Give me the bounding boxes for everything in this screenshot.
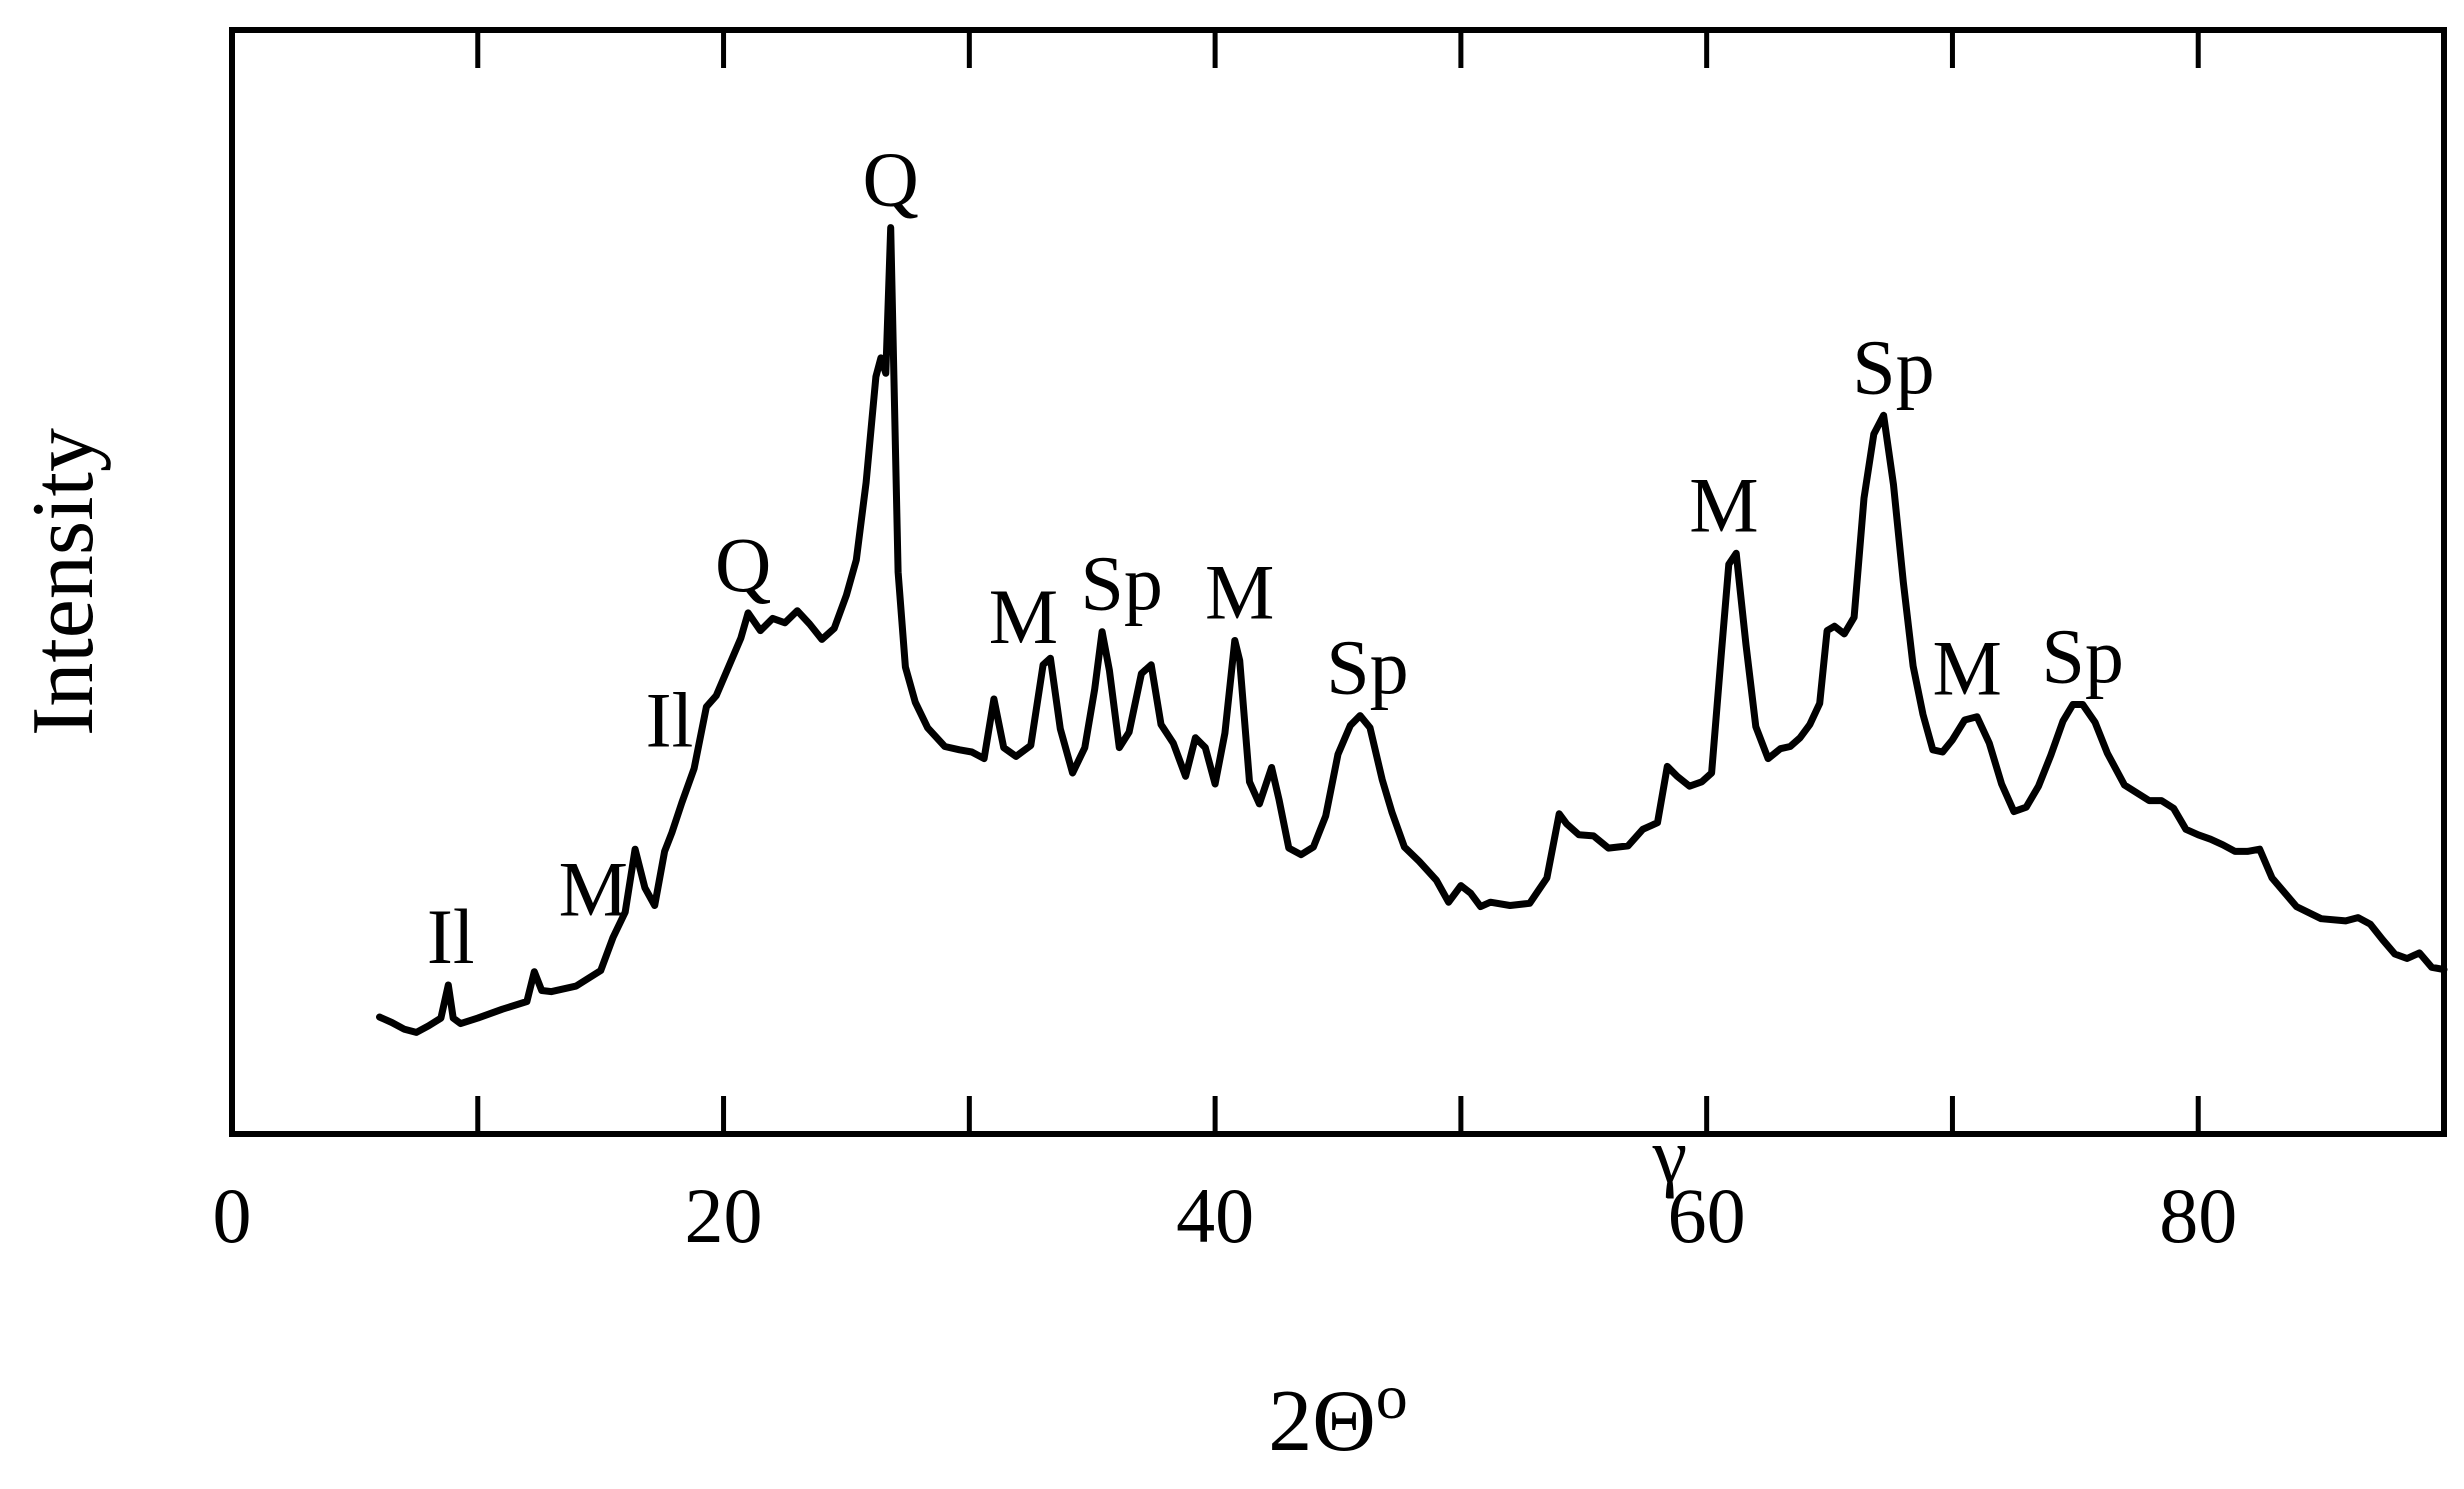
peak-label-2-il: Il bbox=[646, 677, 694, 764]
peak-label-6-sp: Sp bbox=[1081, 540, 1163, 627]
peak-label-3-q: Q bbox=[715, 521, 771, 608]
series-line bbox=[376, 224, 2448, 1036]
x-tick-label-60: 60 bbox=[1668, 1172, 1746, 1259]
x-axis-label-main: 2Θ bbox=[1268, 1373, 1376, 1470]
x-tick-label-0: 0 bbox=[213, 1172, 252, 1259]
stray-glyph: γ bbox=[1652, 1112, 1687, 1199]
x-axis-label-superscript: o bbox=[1376, 1361, 1408, 1432]
peak-label-9-m: M bbox=[1689, 461, 1758, 548]
y-axis-label: Intensity bbox=[15, 428, 112, 736]
peak-label-7-m: M bbox=[1205, 549, 1274, 636]
peak-label-0-il: Il bbox=[427, 893, 475, 980]
x-tick-label-80: 80 bbox=[2159, 1172, 2237, 1259]
peak-label-1-m: M bbox=[559, 845, 628, 932]
peak-label-10-sp: Sp bbox=[1852, 323, 1934, 410]
x-axis-ticks bbox=[229, 30, 2201, 1134]
peak-label-11-m: M bbox=[1933, 625, 2002, 712]
x-tick-label-40: 40 bbox=[1176, 1172, 1254, 1259]
peak-label-5-m: M bbox=[989, 573, 1058, 660]
x-axis-label: 2Θo bbox=[1268, 1361, 1408, 1470]
peak-label-4-q: Q bbox=[863, 136, 919, 223]
peak-label-12-sp: Sp bbox=[2042, 613, 2124, 700]
x-axis-tick-labels: 0 20 40 60 80 bbox=[213, 1172, 2238, 1259]
x-tick-label-20: 20 bbox=[685, 1172, 763, 1259]
peak-label-8-sp: Sp bbox=[1326, 624, 1408, 711]
plot-frame bbox=[229, 27, 2447, 1137]
